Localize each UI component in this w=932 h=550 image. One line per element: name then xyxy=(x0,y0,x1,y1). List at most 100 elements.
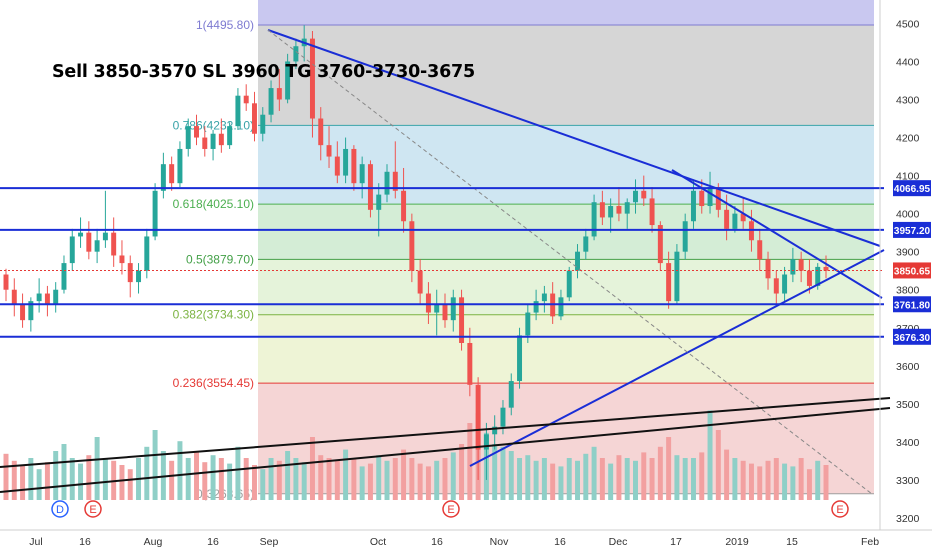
candle-body xyxy=(707,186,713,207)
volume-bar xyxy=(401,449,407,500)
fib-band-2 xyxy=(258,204,874,260)
y-tick-label: 3200 xyxy=(896,513,920,525)
volume-bar xyxy=(252,465,257,500)
fib-band-3 xyxy=(258,259,874,315)
candle-body xyxy=(144,236,150,271)
x-tick-label: 16 xyxy=(554,536,566,548)
volume-bar xyxy=(343,449,349,500)
candle-body xyxy=(624,202,630,214)
candle-body xyxy=(111,232,117,256)
volume-bar xyxy=(459,444,465,500)
event-marker-label: E xyxy=(89,504,96,516)
candle-body xyxy=(86,232,92,252)
volume-bar xyxy=(11,460,17,500)
x-tick-label: Aug xyxy=(144,536,163,548)
volume-bar xyxy=(169,460,175,500)
candle-body xyxy=(20,304,26,321)
y-tick-label: 3400 xyxy=(896,437,920,449)
volume-bar xyxy=(367,463,373,500)
x-axis-ticks: Jul 16 Aug 16 Sep Oct 16 Nov 16 Dec 17 2019 15 Feb xyxy=(29,536,879,548)
y-tick-label: 3600 xyxy=(896,361,920,373)
candle-body xyxy=(773,278,779,294)
candle-body xyxy=(376,194,382,210)
volume-bar xyxy=(624,458,630,500)
event-marker-label: D xyxy=(56,504,64,516)
candle-body xyxy=(218,133,224,146)
volume-bar xyxy=(20,465,26,500)
fib-band-1 xyxy=(258,125,874,205)
candle-body xyxy=(94,240,100,252)
candle-body xyxy=(657,225,663,264)
volume-bar xyxy=(798,458,804,500)
volume-bar xyxy=(127,469,133,500)
candle-body xyxy=(384,171,390,195)
volume-bar xyxy=(707,410,713,500)
candle-body xyxy=(3,274,9,290)
candle-body xyxy=(61,263,67,290)
fib-band-top xyxy=(258,0,874,25)
fib-diagonal xyxy=(267,29,873,495)
fib-label-4: 0.382(3734.30) xyxy=(173,308,254,322)
fib-label-1: 0.786(4232.10) xyxy=(173,118,254,132)
volume-bar xyxy=(293,458,299,500)
volume-bar xyxy=(309,437,315,500)
volume-bar xyxy=(210,455,216,500)
candle-body xyxy=(682,221,688,252)
x-tick-label: 2019 xyxy=(725,536,749,548)
x-tick-label: Feb xyxy=(861,536,879,548)
candle-body xyxy=(177,148,183,184)
horizontal-levels xyxy=(0,187,884,338)
volume-bar xyxy=(715,430,721,500)
level-price-tag-bg xyxy=(893,328,931,345)
candle-body xyxy=(194,126,199,138)
volume-bar xyxy=(425,466,431,500)
candle-body xyxy=(575,251,580,271)
y-tick-label: 4400 xyxy=(896,56,920,68)
candle-body xyxy=(442,304,448,321)
volume-bar xyxy=(86,455,92,500)
x-tick-label: 17 xyxy=(670,536,682,548)
candle-body xyxy=(525,312,531,336)
event-marker-label: E xyxy=(447,504,454,516)
volume-bar xyxy=(533,460,539,500)
volume-bar xyxy=(508,451,514,500)
volume-bar xyxy=(558,466,564,500)
volume-bar xyxy=(268,458,274,500)
candle-body xyxy=(798,259,804,271)
y-axis-price-labels: 4066.95 3957.20 3761.80 3676.30 3850.65 xyxy=(893,180,931,345)
volume-bar xyxy=(591,446,597,500)
candle-body xyxy=(533,301,539,313)
volume-bar xyxy=(682,458,688,500)
volume-bar xyxy=(690,458,696,500)
earnings-marker xyxy=(831,500,849,518)
volume-bar xyxy=(227,463,233,500)
candle-body xyxy=(806,270,812,286)
candle-body xyxy=(136,270,142,283)
volume-bar xyxy=(243,458,249,500)
volume-bar xyxy=(765,460,771,500)
candle-body xyxy=(757,240,763,260)
fib-band-4 xyxy=(258,314,874,384)
x-tick-label: Jul xyxy=(29,536,42,548)
level-price-tag-bg xyxy=(893,180,931,197)
level-price-tag: 3761.80 xyxy=(894,300,931,311)
volume-bar xyxy=(450,452,456,500)
candle-body xyxy=(724,209,730,229)
volume-bar xyxy=(517,458,523,500)
volume-bars xyxy=(3,410,829,500)
level-price-tag: 4066.95 xyxy=(894,184,931,195)
fib-band-0 xyxy=(258,25,874,126)
last-price-tag: 3850.65 xyxy=(894,266,931,277)
y-tick-label: 3900 xyxy=(896,247,920,259)
volume-bar xyxy=(152,430,158,500)
candle-body xyxy=(425,293,431,313)
candle-body xyxy=(475,384,481,450)
volume-bar xyxy=(806,469,812,500)
volume-bar xyxy=(53,451,59,500)
candle-body xyxy=(227,126,233,146)
volume-bar xyxy=(285,451,291,500)
candle-body xyxy=(508,381,514,408)
volume-bar xyxy=(260,469,266,500)
earnings-marker xyxy=(442,500,460,518)
